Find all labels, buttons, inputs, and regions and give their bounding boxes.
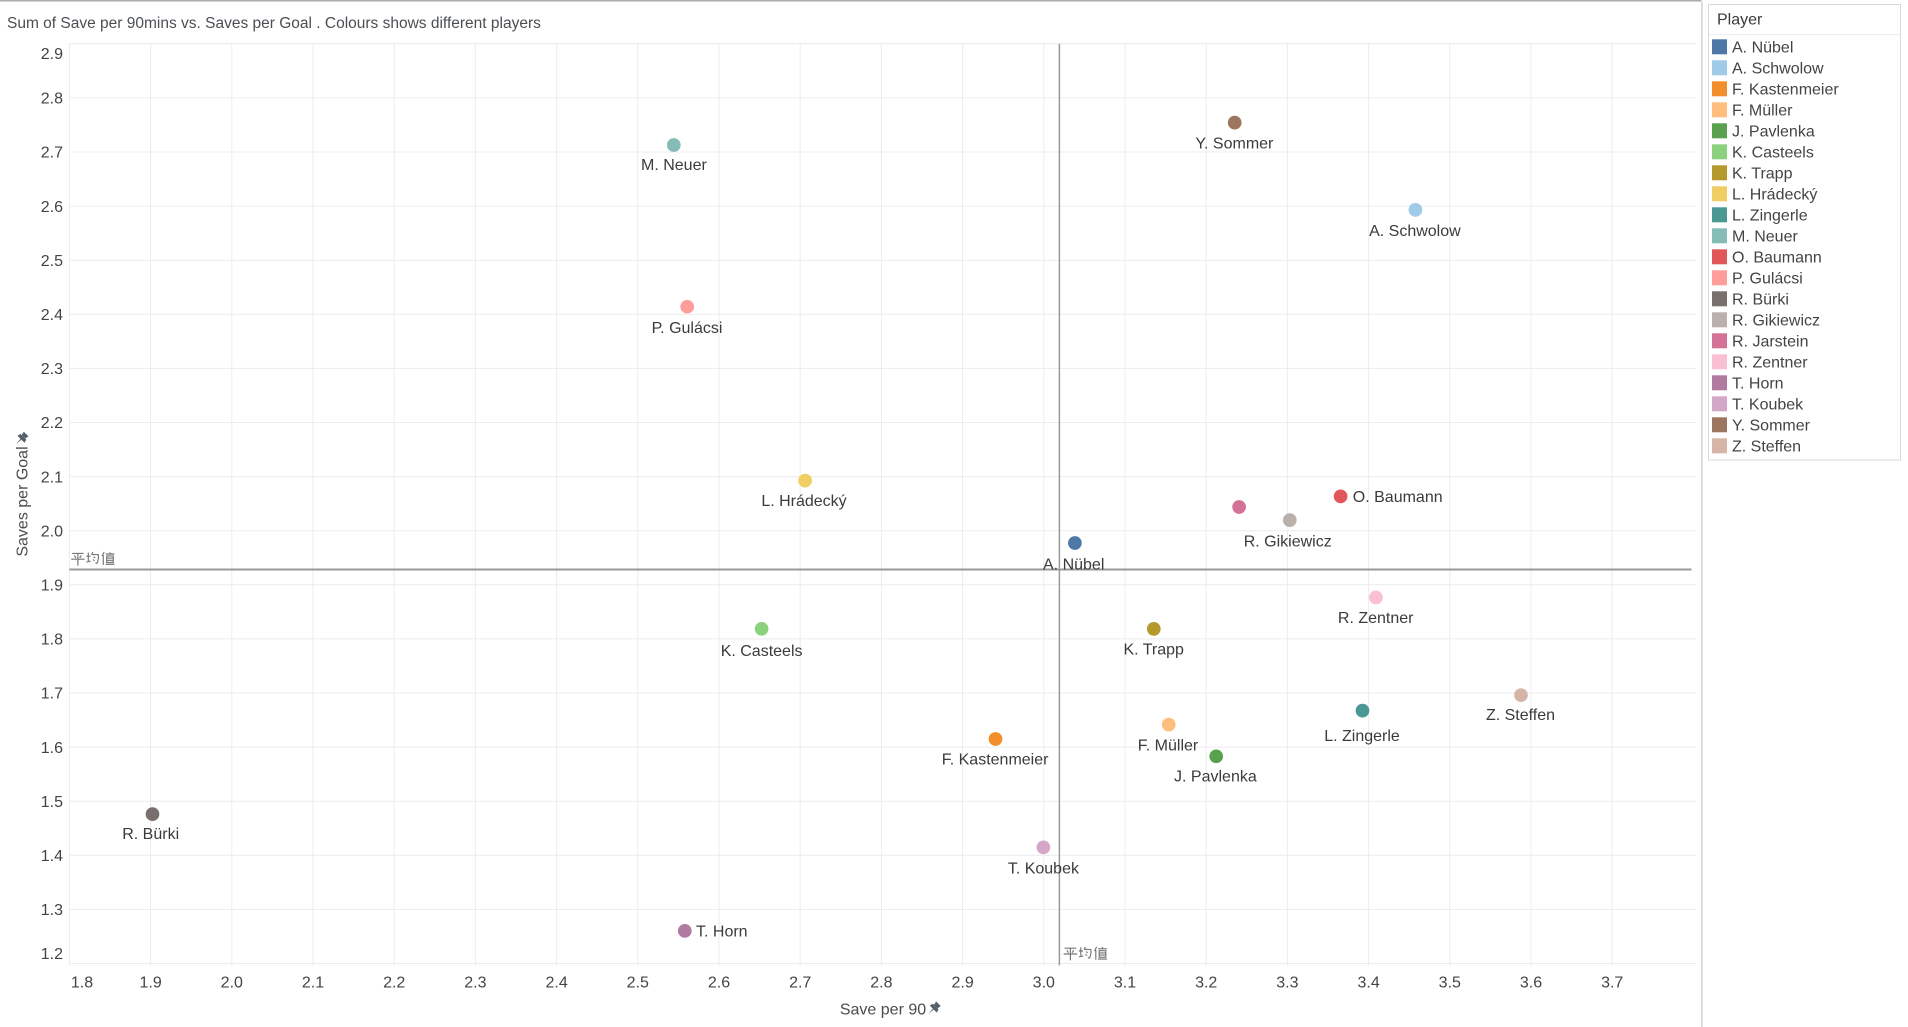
svg-text:Y. Sommer: Y. Sommer <box>1732 418 1811 435</box>
svg-text:1.6: 1.6 <box>41 740 63 757</box>
svg-text:3.2: 3.2 <box>1195 975 1217 992</box>
svg-text:L. Zingerle: L. Zingerle <box>1732 208 1808 225</box>
svg-text:L. Zingerle: L. Zingerle <box>1324 728 1400 745</box>
svg-text:K. Trapp: K. Trapp <box>1123 642 1184 659</box>
svg-text:1.5: 1.5 <box>41 794 63 811</box>
svg-text:2.5: 2.5 <box>41 253 63 270</box>
svg-text:M. Neuer: M. Neuer <box>1732 229 1798 246</box>
svg-text:O. Baumann: O. Baumann <box>1353 489 1443 506</box>
svg-text:O. Baumann: O. Baumann <box>1732 250 1822 267</box>
svg-text:F. Müller: F. Müller <box>1732 103 1793 120</box>
svg-text:1.9: 1.9 <box>41 578 63 595</box>
svg-text:R. Bürki: R. Bürki <box>1732 292 1789 309</box>
svg-text:3.5: 3.5 <box>1439 975 1461 992</box>
svg-text:2.6: 2.6 <box>708 975 730 992</box>
svg-text:R. Zentner: R. Zentner <box>1338 610 1414 627</box>
svg-text:2.6: 2.6 <box>41 199 63 216</box>
svg-text:T. Horn: T. Horn <box>696 924 748 941</box>
svg-text:Z. Steffen: Z. Steffen <box>1486 707 1555 724</box>
svg-text:1.2: 1.2 <box>41 946 63 963</box>
svg-text:2.4: 2.4 <box>545 975 567 992</box>
svg-text:2.3: 2.3 <box>464 975 486 992</box>
svg-text:A. Nübel: A. Nübel <box>1043 556 1104 573</box>
svg-text:Save per 90: Save per 90 <box>840 1002 926 1019</box>
svg-text:K. Casteels: K. Casteels <box>721 643 803 660</box>
svg-text:Saves per Goal: Saves per Goal <box>15 446 32 556</box>
svg-text:2.8: 2.8 <box>41 91 63 108</box>
svg-text:Player: Player <box>1717 12 1763 29</box>
svg-text:R. Gikiewicz: R. Gikiewicz <box>1732 313 1820 330</box>
svg-text:Y. Sommer: Y. Sommer <box>1195 136 1274 153</box>
svg-text:2.9: 2.9 <box>951 975 973 992</box>
svg-text:2.1: 2.1 <box>302 975 324 992</box>
svg-text:J. Pavlenka: J. Pavlenka <box>1732 124 1815 141</box>
svg-text:F. Müller: F. Müller <box>1138 738 1199 755</box>
svg-text:1.9: 1.9 <box>139 975 161 992</box>
svg-text:1.4: 1.4 <box>41 848 63 865</box>
svg-text:2.8: 2.8 <box>870 975 892 992</box>
svg-text:1.8: 1.8 <box>41 632 63 649</box>
svg-text:3.1: 3.1 <box>1114 975 1136 992</box>
svg-text:R. Jarstein: R. Jarstein <box>1732 334 1808 351</box>
svg-text:F. Kastenmeier: F. Kastenmeier <box>1732 82 1839 99</box>
svg-text:F. Kastenmeier: F. Kastenmeier <box>942 751 1049 768</box>
svg-text:R. Gikiewicz: R. Gikiewicz <box>1244 534 1332 551</box>
svg-text:1.3: 1.3 <box>41 902 63 919</box>
svg-text:T. Horn: T. Horn <box>1732 376 1784 393</box>
svg-text:2.0: 2.0 <box>41 523 63 540</box>
svg-text:L. Hrádecký: L. Hrádecký <box>1732 187 1817 204</box>
svg-text:A. Nübel: A. Nübel <box>1732 40 1793 57</box>
svg-text:2.2: 2.2 <box>41 415 63 432</box>
svg-text:1.8: 1.8 <box>71 975 93 992</box>
svg-text:T. Koubek: T. Koubek <box>1008 861 1080 878</box>
svg-text:2.0: 2.0 <box>221 975 243 992</box>
svg-text:K. Trapp: K. Trapp <box>1732 166 1793 183</box>
svg-text:M. Neuer: M. Neuer <box>641 157 707 174</box>
svg-text:2.9: 2.9 <box>41 46 63 63</box>
svg-text:2.3: 2.3 <box>41 361 63 378</box>
svg-text:P. Gulácsi: P. Gulácsi <box>1732 271 1803 288</box>
svg-text:3.0: 3.0 <box>1033 975 1055 992</box>
svg-text:2.7: 2.7 <box>41 145 63 162</box>
svg-text:R. Bürki: R. Bürki <box>122 826 179 843</box>
svg-text:2.4: 2.4 <box>41 307 63 324</box>
svg-text:2.5: 2.5 <box>627 975 649 992</box>
svg-text:P. Gulácsi: P. Gulácsi <box>652 320 723 337</box>
svg-text:2.7: 2.7 <box>789 975 811 992</box>
svg-text:T. Koubek: T. Koubek <box>1732 397 1804 414</box>
svg-text:3.6: 3.6 <box>1520 975 1542 992</box>
svg-text:L. Hrádecký: L. Hrádecký <box>761 493 846 510</box>
svg-text:3.7: 3.7 <box>1601 975 1623 992</box>
svg-text:R. Zentner: R. Zentner <box>1732 355 1808 372</box>
svg-text:A. Schwolow: A. Schwolow <box>1732 61 1824 78</box>
svg-text:3.3: 3.3 <box>1276 975 1298 992</box>
svg-text:J. Pavlenka: J. Pavlenka <box>1174 769 1257 786</box>
svg-text:Sum of Save per 90mins vs. Sav: Sum of Save per 90mins vs. Saves per Goa… <box>7 15 541 32</box>
svg-text:A. Schwolow: A. Schwolow <box>1369 223 1461 240</box>
svg-text:Z. Steffen: Z. Steffen <box>1732 439 1801 456</box>
svg-text:2.1: 2.1 <box>41 469 63 486</box>
svg-text:2.2: 2.2 <box>383 975 405 992</box>
svg-text:3.4: 3.4 <box>1357 975 1379 992</box>
svg-text:K. Casteels: K. Casteels <box>1732 145 1814 162</box>
svg-text:1.7: 1.7 <box>41 686 63 703</box>
